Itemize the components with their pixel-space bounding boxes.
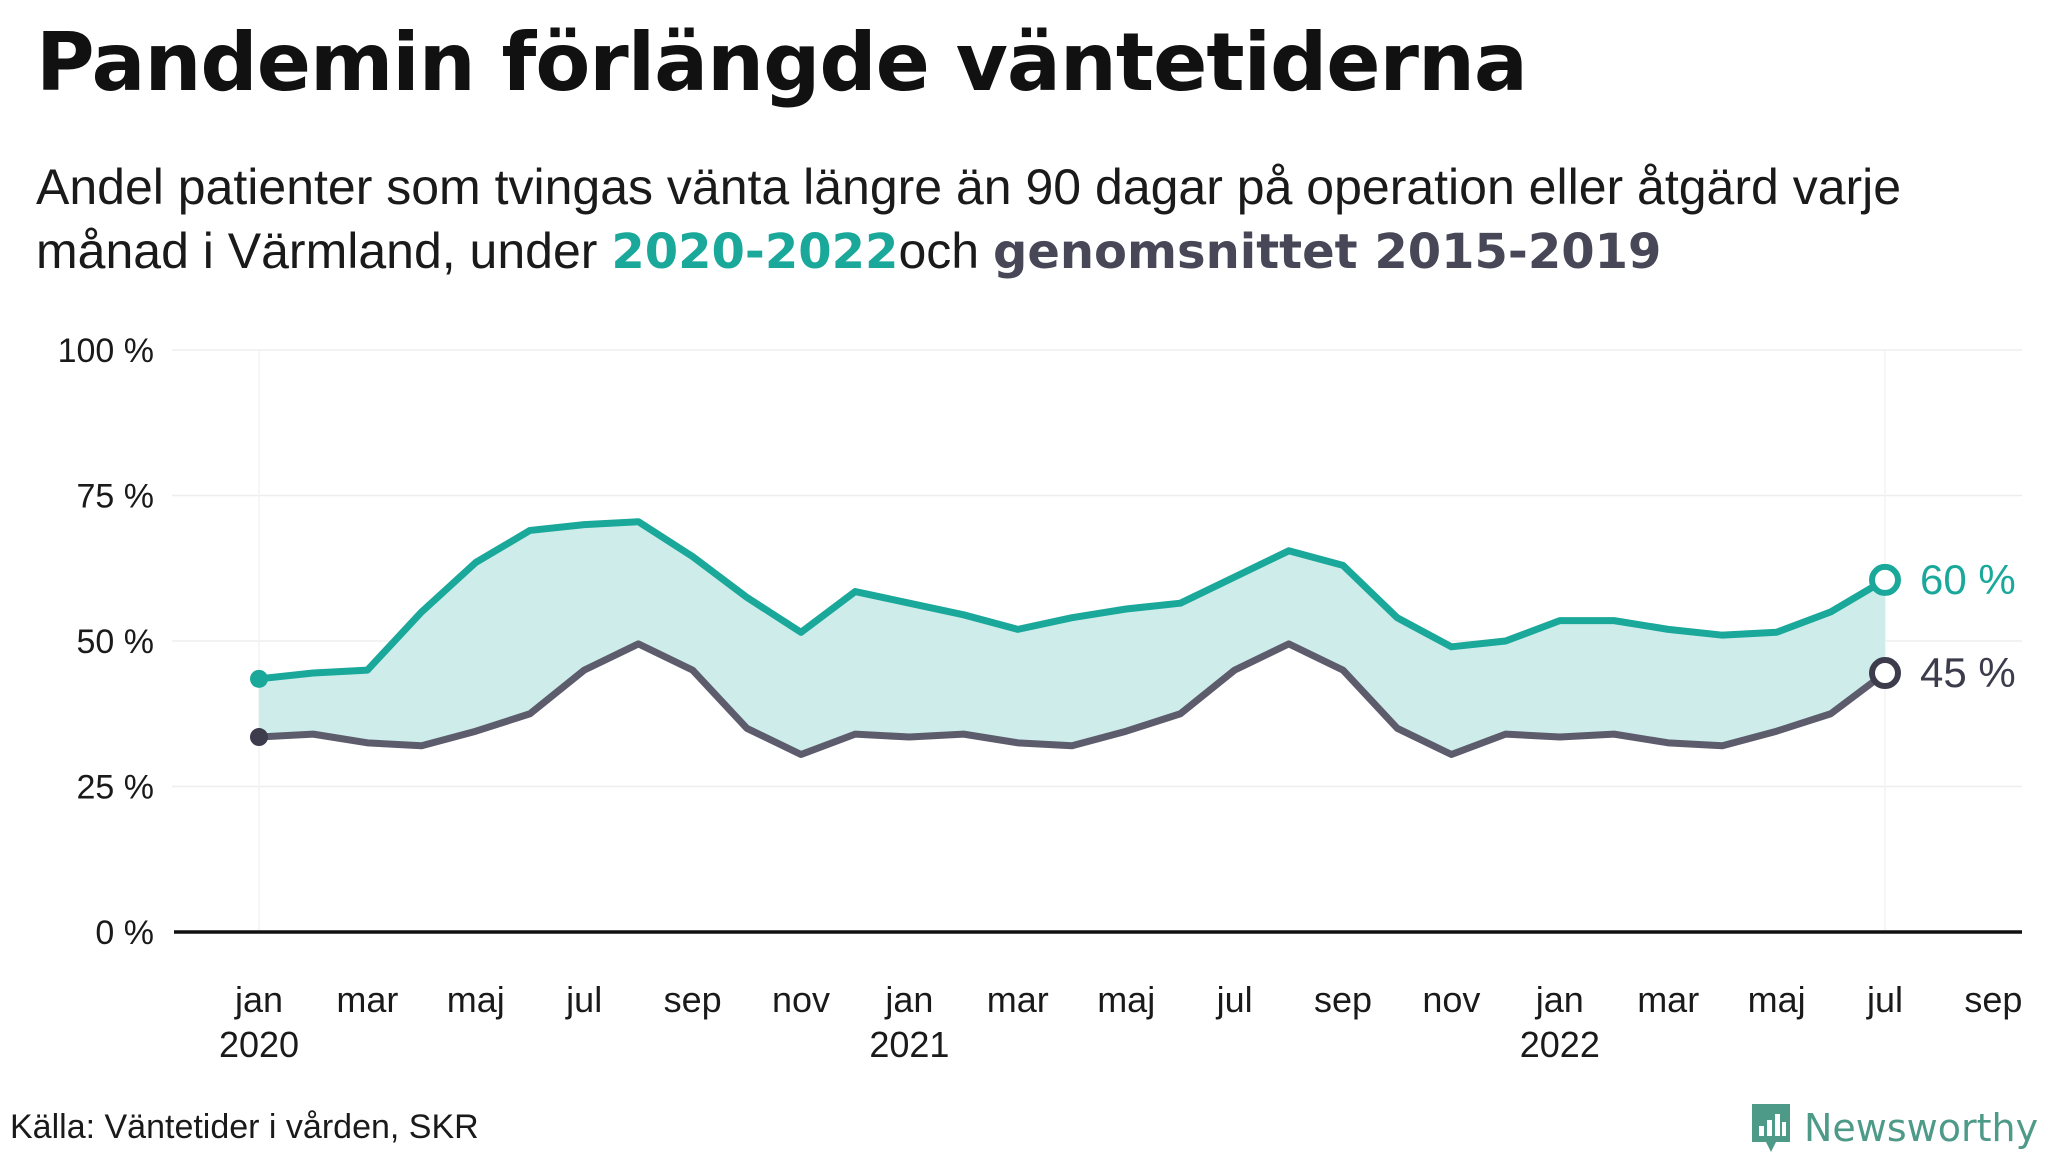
x-tick-label: sep (1964, 979, 2022, 1020)
series-line-average-2015-2019 (255, 640, 1889, 758)
x-tick-year-label: 2021 (869, 1024, 949, 1065)
y-tick-label: 100 % (58, 332, 154, 370)
y-tick-label: 75 % (77, 478, 155, 516)
y-tick-label: 25 % (77, 769, 155, 807)
x-tick-year-label: 2022 (1520, 1024, 1600, 1065)
end-value-label: 45 % (1920, 649, 2016, 696)
chart-title: Pandemin förlängde väntetiderna (36, 16, 1528, 109)
subtitle-highlight-average: genomsnittet 2015-2019 (992, 224, 1662, 280)
x-tick-label: mar (1637, 979, 1699, 1020)
x-tick-label: mar (336, 979, 398, 1020)
start-point-marker (250, 669, 268, 688)
y-tick-label: 50 % (77, 623, 155, 661)
x-tick-label: nov (1422, 979, 1480, 1020)
end-point-marker (1869, 563, 1901, 596)
end-value-label: 60 % (1920, 556, 2016, 603)
difference-band (259, 521, 1885, 755)
x-tick-label: jul (1216, 979, 1253, 1020)
x-tick-year-label: 2020 (219, 1024, 299, 1065)
x-tick-label: jul (565, 979, 602, 1020)
x-tick-label: jan (884, 979, 933, 1020)
newsworthy-icon (1752, 1104, 1790, 1152)
gridlines (172, 349, 2022, 932)
band-area (259, 521, 1885, 755)
x-tick-label: mar (987, 979, 1049, 1020)
x-tick-label: sep (664, 979, 722, 1020)
source-note: Källa: Väntetider i vården, SKR (10, 1108, 479, 1146)
x-tick-label: jan (234, 979, 283, 1020)
subtitle-text-part2: och (898, 223, 993, 279)
x-tick-label: maj (1748, 979, 1806, 1020)
series-line-2020-2022 (255, 518, 1889, 683)
brand-name: Newsworthy (1804, 1106, 2039, 1150)
y-tick-label: 0 % (95, 914, 154, 952)
x-tick-label: jan (1535, 979, 1584, 1020)
x-tick-label: nov (772, 979, 830, 1020)
start-point-marker (250, 728, 268, 747)
x-tick-label: jul (1866, 979, 1903, 1020)
end-point-marker (1869, 657, 1901, 690)
x-tick-label: maj (1097, 979, 1155, 1020)
subtitle-highlight-current: 2020-2022 (611, 224, 899, 280)
brand-logo: Newsworthy (1748, 1098, 2038, 1158)
subtitle-text-part1: Andel patienter som tvingas vänta längre… (36, 159, 1902, 279)
x-tick-label: maj (447, 979, 505, 1020)
series-markers (250, 563, 1901, 747)
x-tick-label: sep (1314, 979, 1372, 1020)
series-lines (255, 518, 1889, 758)
chart-subtitle: Andel patienter som tvingas vänta längre… (36, 155, 2026, 284)
